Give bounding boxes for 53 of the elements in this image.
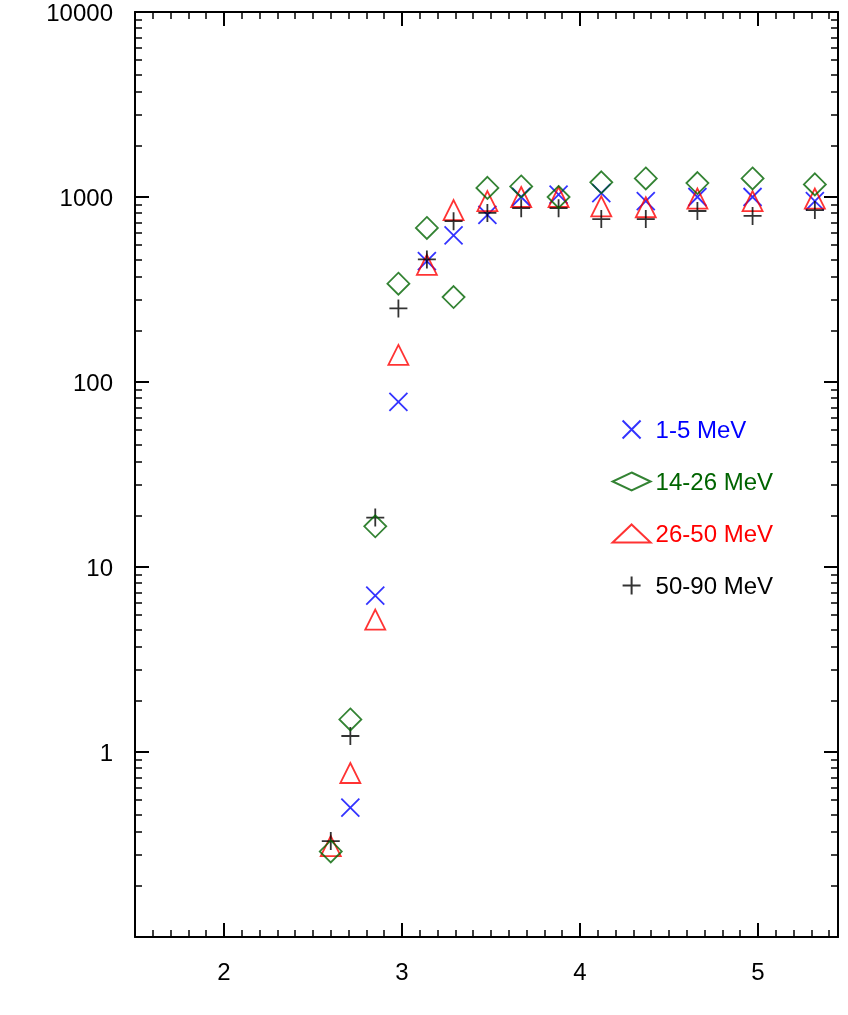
point [320, 831, 341, 851]
point [589, 170, 614, 195]
point [386, 271, 411, 296]
point [388, 392, 409, 412]
legend-label: 14-26 MeV [655, 468, 774, 495]
point [742, 206, 763, 226]
legend-label: 26-50 MeV [655, 520, 774, 547]
x-tick-label: 5 [751, 957, 765, 985]
point [740, 166, 765, 191]
point [443, 225, 464, 246]
point [387, 344, 410, 366]
point [365, 585, 386, 606]
legend-label: 50-90 MeV [655, 572, 774, 599]
y-tick-label: 100 [72, 368, 113, 396]
point [802, 172, 827, 197]
y-tick-label: 1000 [59, 183, 113, 211]
point [591, 209, 612, 229]
point [442, 199, 465, 221]
point [363, 514, 388, 539]
point [635, 209, 656, 229]
point [635, 191, 656, 212]
point [318, 839, 343, 864]
x-tick-label: 4 [573, 957, 587, 985]
point [548, 198, 569, 219]
point [339, 762, 362, 784]
point [338, 707, 363, 732]
point [340, 797, 361, 818]
point [364, 608, 387, 631]
point [741, 190, 764, 213]
point [443, 211, 464, 232]
y-tick-label: 1 [99, 738, 113, 766]
point [388, 298, 409, 319]
y-tick-label: 10 [86, 553, 113, 581]
point [742, 187, 763, 207]
point [633, 166, 658, 191]
point [685, 171, 710, 195]
y-tick-label: 10000 [46, 0, 113, 26]
point [475, 175, 500, 200]
x-tick-label: 2 [217, 957, 231, 985]
legend-label: 1-5 MeV [655, 416, 747, 443]
point [319, 835, 342, 857]
point [414, 216, 439, 240]
point [687, 201, 708, 221]
point [340, 726, 361, 746]
point [365, 507, 386, 528]
point [634, 196, 657, 219]
point [509, 174, 534, 199]
point [476, 190, 499, 213]
point [441, 285, 466, 309]
point [804, 200, 825, 220]
point [590, 195, 613, 218]
point [511, 198, 532, 219]
x-tick-label: 3 [395, 957, 409, 985]
